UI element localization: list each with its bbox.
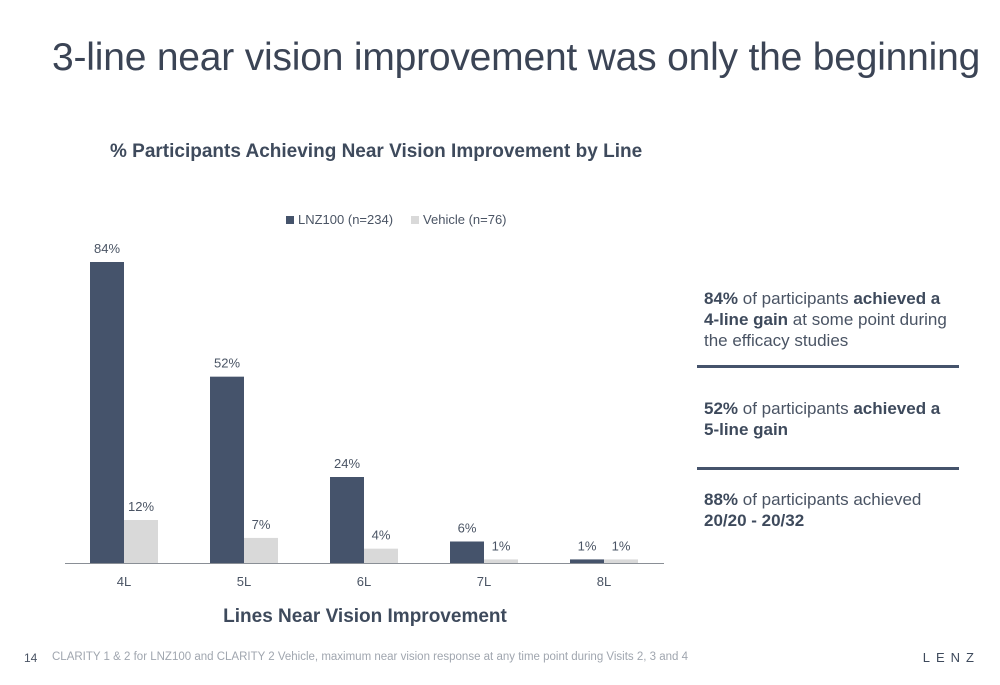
chart-title: % Participants Achieving Near Vision Imp… xyxy=(110,141,643,162)
footnote: CLARITY 1 & 2 for LNZ100 and CLARITY 2 V… xyxy=(52,651,689,663)
bar-vehicle-8L xyxy=(604,559,638,563)
data-label-vehicle-5L: 7% xyxy=(252,517,271,532)
x-tick-label-4L: 4L xyxy=(117,574,131,589)
company-logo: LENZ xyxy=(922,650,980,665)
legend-swatch-vehicle xyxy=(411,215,420,224)
data-label-lnz100-6L: 24% xyxy=(334,456,360,471)
callout-4-line-text: of participants xyxy=(738,289,854,308)
data-label-vehicle-4L: 12% xyxy=(128,499,154,514)
x-tick-label-7L: 7L xyxy=(477,574,491,589)
page-number: 14 xyxy=(24,651,38,665)
bar-vehicle-6L xyxy=(364,548,398,563)
bar-lnz100-8L xyxy=(570,559,604,563)
bar-lnz100-6L xyxy=(330,477,364,563)
bar-vehicle-5L xyxy=(244,537,278,563)
callout-divider xyxy=(697,467,959,470)
bar-lnz100-5L xyxy=(210,376,244,563)
data-label-vehicle-7L: 1% xyxy=(492,538,511,553)
legend-swatch-lnz100 xyxy=(286,215,294,224)
x-axis-title: Lines Near Vision Improvement xyxy=(223,606,507,627)
x-tick-label-5L: 5L xyxy=(237,574,251,589)
callout-acuity-emphasis: 20/20 - 20/32 xyxy=(704,511,805,530)
x-tick-label-6L: 6L xyxy=(357,574,371,589)
callout-4-line-emphasis: achieved a 4-line gain xyxy=(704,289,941,329)
bar-lnz100-4L xyxy=(90,262,124,563)
callout-5-line-emphasis: achieved a 5-line gain xyxy=(704,399,941,439)
data-label-vehicle-6L: 4% xyxy=(372,528,391,543)
callout-acuity: 88% of participants achieved 20/20 - 20/… xyxy=(704,489,959,531)
callout-divider xyxy=(697,365,959,368)
legend-label-lnz100: LNZ100 (n=234) xyxy=(298,212,394,227)
data-label-lnz100-4L: 84% xyxy=(94,241,120,256)
callout-acuity-text: of participants achieved xyxy=(738,490,922,509)
data-label-lnz100-5L: 52% xyxy=(214,356,240,371)
x-tick-label-8L: 8L xyxy=(597,574,611,589)
legend-item-lnz100: LNZ100 (n=234) xyxy=(286,212,393,227)
legend-item-vehicle: Vehicle (n=76) xyxy=(411,212,507,227)
callout-4-line-tail: at some point during the efficacy studie… xyxy=(704,310,947,350)
data-label-lnz100-7L: 6% xyxy=(458,521,477,536)
data-label-lnz100-8L: 1% xyxy=(578,538,597,553)
chart-legend: LNZ100 (n=234) Vehicle (n=76) xyxy=(286,212,507,227)
callout-acuity-value: 88% xyxy=(704,490,739,509)
callout-5-line-value: 52% xyxy=(704,399,739,418)
bar-vehicle-7L xyxy=(484,559,518,563)
callout-5-line: 52% of participants achieved a 5-line ga… xyxy=(704,398,959,440)
slide-title: 3-line near vision improvement was only … xyxy=(52,36,981,79)
callout-4-line-value: 84% xyxy=(704,289,739,308)
callout-5-line-text: of participants xyxy=(738,399,854,418)
data-label-vehicle-8L: 1% xyxy=(612,538,631,553)
callout-4-line: 84% of participants achieved a 4-line ga… xyxy=(704,288,959,351)
bar-chart: 84% 12% 4L 52% 7% 5L 24% 4% 6L 6% 1% 7L 1% 1% 8L xyxy=(65,241,664,589)
bar-lnz100-7L xyxy=(450,541,484,563)
bar-vehicle-4L xyxy=(124,520,158,563)
legend-label-vehicle: Vehicle (n=76) xyxy=(423,212,507,227)
